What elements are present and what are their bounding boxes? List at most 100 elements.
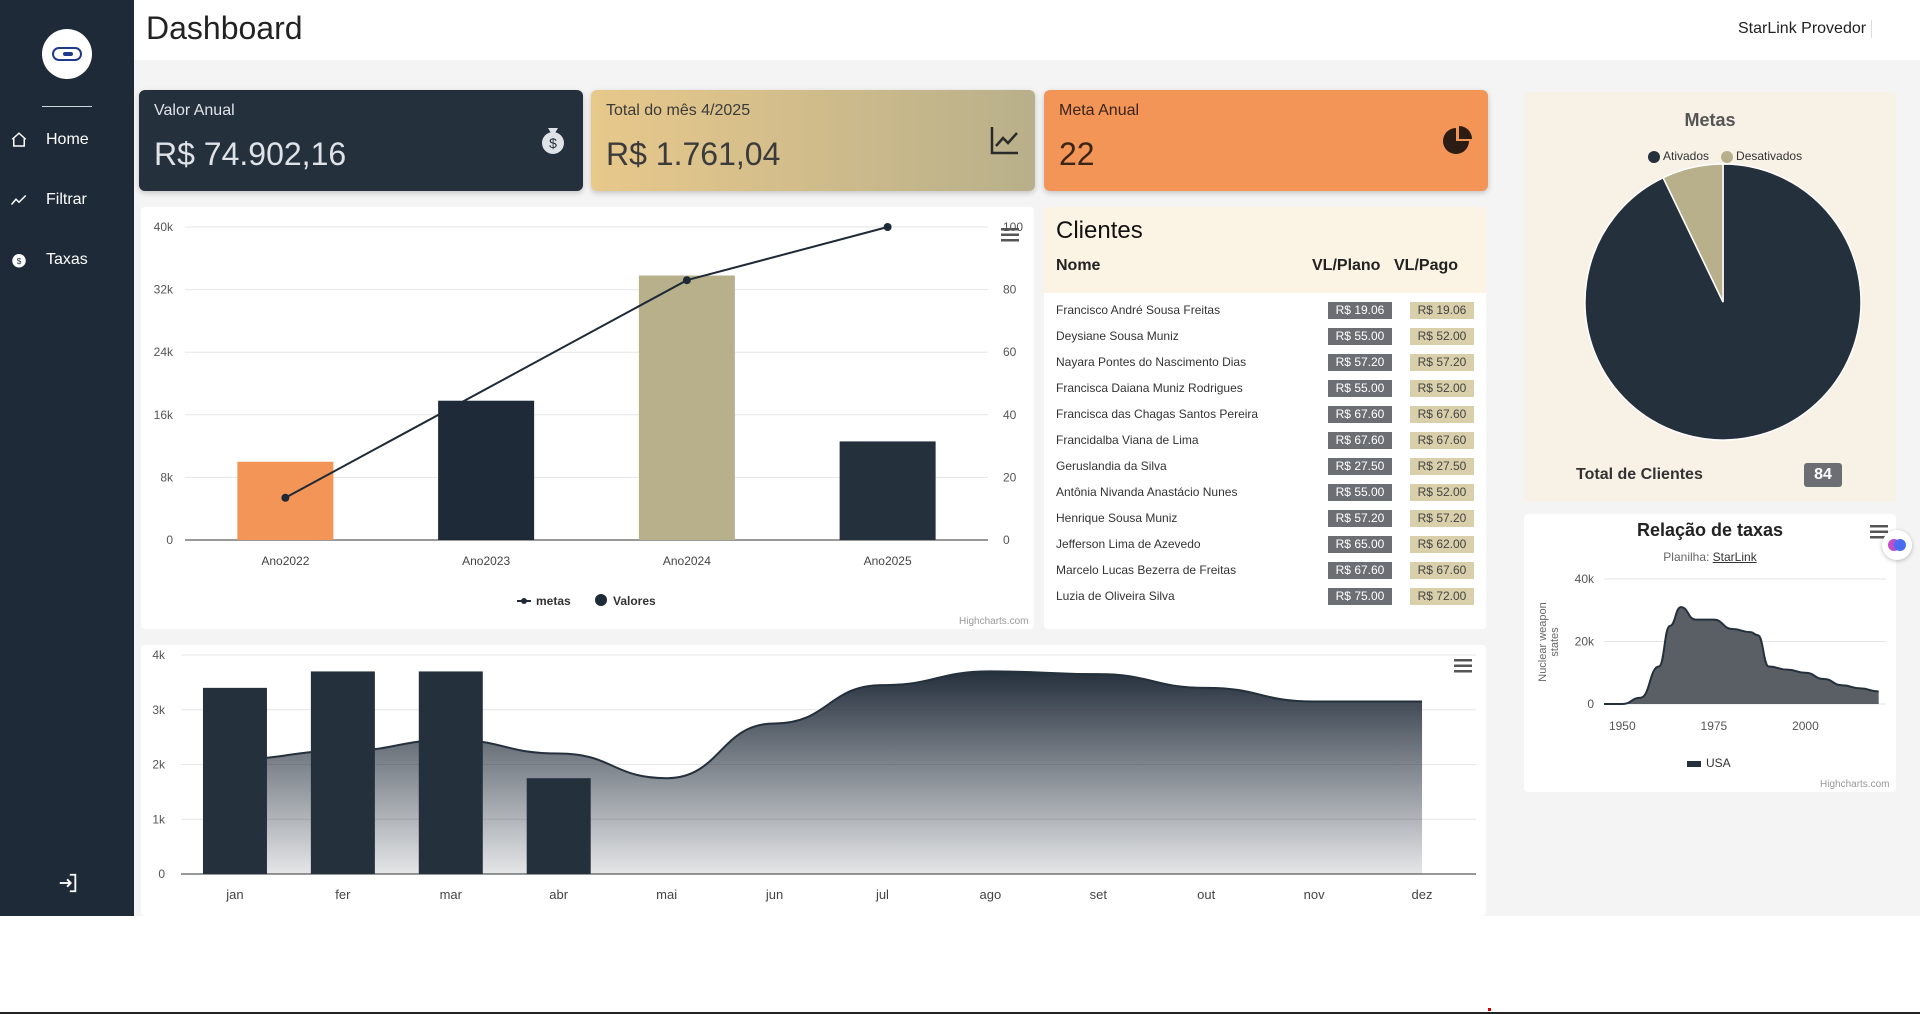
x-tick-label: 1950 — [1609, 719, 1636, 733]
plan-value-badge: R$ 67.60 — [1328, 405, 1392, 423]
table-row[interactable]: Francisco André Sousa Freitas R$ 19.06 R$ … — [1044, 297, 1486, 323]
paid-value-badge: R$ 52.00 — [1410, 327, 1474, 345]
user-menu[interactable]: StarLink Provedor — [1738, 20, 1867, 37]
paid-value-badge: R$ 67.60 — [1410, 405, 1474, 423]
line-point — [682, 276, 691, 285]
series-line-metas — [284, 226, 888, 499]
table-row[interactable]: Francisca das Chagas Santos Pereira R$ 67… — [1044, 401, 1486, 427]
plan-value-badge: R$ 67.60 — [1328, 561, 1392, 579]
legend-item[interactable]: Ativados — [1648, 149, 1709, 163]
client-name: Marcelo Lucas Bezerra de Freitas — [1056, 563, 1237, 577]
divider — [0, 1012, 1920, 1014]
page-title: Dashboard — [146, 10, 303, 46]
stat-card-meta-anual: Meta Anual 22 — [1044, 90, 1488, 191]
table-row[interactable]: Luzia de Oliveira Silva R$ 75.00 R$ 72.00 — [1044, 583, 1486, 609]
plan-value-badge: R$ 19.06 — [1328, 301, 1392, 319]
hamburger-menu-icon[interactable] — [1870, 525, 1888, 539]
card-label: Valor Anual — [154, 102, 235, 119]
legend-item[interactable]: Desativados — [1721, 149, 1802, 163]
clients-table: Clientes Nome VL/Plano VL/Pago Francisco… — [1044, 207, 1486, 629]
y2-tick-label: 0 — [1003, 533, 1010, 547]
x-tick-label: ago — [980, 887, 1002, 902]
table-row[interactable]: Francisca Daiana Muniz Rodrigues R$ 55.00… — [1044, 375, 1486, 401]
planilha-link[interactable]: StarLink — [1712, 550, 1757, 564]
client-name: Francisco André Sousa Freitas — [1056, 303, 1221, 317]
plan-value-badge: R$ 55.00 — [1328, 327, 1392, 345]
table-row[interactable]: Jefferson Lima de Azevedo R$ 65.00 R$ 62.0… — [1044, 531, 1486, 557]
app: Home Filtrar $ Taxas Dashboard StarLink … — [0, 0, 1920, 916]
paid-value-badge: R$ 52.00 — [1410, 483, 1474, 501]
paid-value-badge: R$ 72.00 — [1410, 587, 1474, 605]
paid-value-badge: R$ 57.20 — [1410, 509, 1474, 527]
paid-value-badge: R$ 19.06 — [1410, 301, 1474, 319]
y-tick-label: 24k — [154, 345, 174, 359]
plan-value-badge: R$ 55.00 — [1328, 483, 1392, 501]
x-tick-label: Ano2024 — [663, 554, 711, 568]
logout-icon[interactable] — [57, 872, 79, 894]
x-tick-label: set — [1090, 887, 1108, 902]
plan-value-badge: R$ 75.00 — [1328, 587, 1392, 605]
y2-tick-label: 60 — [1003, 345, 1017, 359]
card-value: R$ 74.902,16 — [154, 136, 347, 172]
table-row[interactable]: Deysiane Sousa Muniz R$ 55.00 R$ 52.00 — [1044, 323, 1486, 349]
column-header: Nome — [1056, 257, 1101, 274]
y-tick-label: 32k — [154, 283, 174, 297]
money-bag-icon: $ — [542, 128, 564, 154]
table-row[interactable]: Marcelo Lucas Bezerra de Freitas R$ 67.60… — [1044, 557, 1486, 583]
clients-columns: Nome VL/Plano VL/Pago — [1056, 257, 1476, 275]
table-row[interactable]: Geruslandia da Silva R$ 27.50 R$ 27.50 — [1044, 453, 1486, 479]
y-tick-label: 40k — [1575, 572, 1595, 586]
line-point — [281, 493, 290, 502]
sidebar-item-label: Taxas — [46, 251, 88, 268]
taxas-panel: Relação de taxas Planilha: StarLink 0 20k… — [1524, 514, 1896, 792]
brain-icon[interactable] — [1882, 530, 1912, 560]
sidebar-separator — [42, 106, 92, 107]
paid-value-badge: R$ 67.60 — [1410, 431, 1474, 449]
y-tick-label: 20k — [1575, 635, 1595, 649]
client-name: Henrique Sousa Muniz — [1056, 511, 1178, 525]
x-tick-label: abr — [549, 887, 568, 902]
client-name: Nayara Pontes do Nascimento Dias — [1056, 355, 1247, 369]
x-tick-label: 2000 — [1792, 719, 1819, 733]
card-label: Meta Anual — [1059, 102, 1140, 119]
y-tick-label: 2k — [152, 758, 166, 772]
table-row[interactable]: Antônia Nivanda Anastácio Nunes R$ 55.00 R… — [1044, 479, 1486, 505]
column-header: VL/Plano — [1312, 257, 1381, 274]
bar — [638, 275, 735, 540]
paid-value-badge: R$ 67.60 — [1410, 561, 1474, 579]
x-tick-label: jan — [225, 887, 243, 902]
chart-mensal: 0 1k 2k 3k 4k jan fer mar abr mai jun jul ago set out n… — [141, 645, 1486, 916]
x-tick-label: mai — [656, 887, 677, 902]
sidebar-item-filtrar[interactable]: Filtrar — [0, 180, 134, 220]
line-point — [883, 223, 892, 231]
table-row[interactable]: Francidalba Viana de Lima R$ 67.60 R$ 67.6… — [1044, 427, 1486, 453]
table-row[interactable]: Nayara Pontes do Nascimento Dias R$ 57.20… — [1044, 349, 1486, 375]
hamburger-menu-icon[interactable] — [1001, 228, 1019, 242]
sidebar-item-label: Filtrar — [46, 191, 87, 208]
sidebar-item-taxas[interactable]: $ Taxas — [0, 240, 134, 280]
x-tick-label: Ano2025 — [864, 554, 912, 568]
chart-credit[interactable]: Highcharts.com — [1820, 779, 1890, 790]
bar — [202, 687, 267, 874]
paid-value-badge: R$ 52.00 — [1410, 379, 1474, 397]
y-tick-label: 8k — [160, 470, 174, 484]
metas-title: Metas — [1684, 110, 1736, 130]
y-tick-label: 40k — [154, 220, 174, 234]
column-header: VL/Pago — [1394, 257, 1459, 274]
x-tick-label: jul — [875, 887, 889, 902]
x-tick-label: fer — [335, 887, 351, 902]
client-name: Jefferson Lima de Azevedo — [1056, 537, 1201, 551]
chart-credit[interactable]: Highcharts.com — [959, 616, 1029, 627]
x-tick-label: out — [1197, 887, 1215, 902]
clients-body: Francisco André Sousa Freitas R$ 19.06 R$ … — [1044, 293, 1486, 609]
bar — [418, 671, 483, 874]
sidebar-item-home[interactable]: Home — [0, 120, 134, 160]
x-tick-label: 1975 — [1701, 719, 1728, 733]
table-row[interactable]: Henrique Sousa Muniz R$ 57.20 R$ 57.20 — [1044, 505, 1486, 531]
total-clients-badge: 84 — [1804, 463, 1842, 487]
bar — [839, 441, 936, 540]
series-area-usa — [1604, 607, 1879, 704]
hamburger-menu-icon[interactable] — [1454, 659, 1472, 673]
logo — [42, 29, 92, 79]
